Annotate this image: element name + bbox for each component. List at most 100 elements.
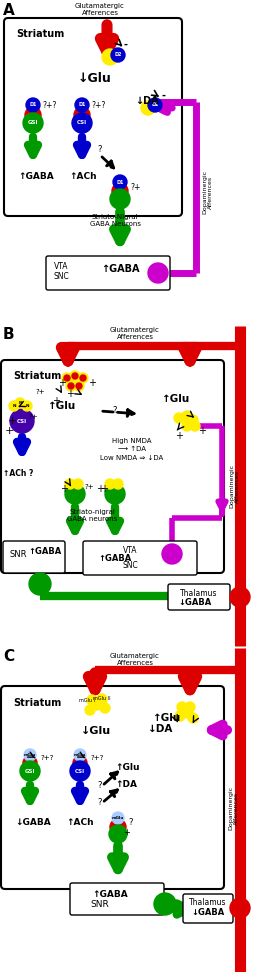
Text: ?: ? [98, 798, 102, 807]
FancyBboxPatch shape [46, 256, 170, 290]
Circle shape [102, 49, 118, 65]
Circle shape [174, 413, 184, 423]
Text: ↑GABA: ↑GABA [92, 890, 128, 899]
Text: mGlu: mGlu [74, 753, 86, 757]
Circle shape [112, 183, 128, 199]
Text: ?+?: ?+? [40, 755, 53, 761]
Text: Dopaminergic
Afferences: Dopaminergic Afferences [230, 464, 240, 508]
FancyBboxPatch shape [168, 584, 230, 610]
Text: Thalamus: Thalamus [189, 898, 227, 907]
Text: ↓Glu: ↓Glu [81, 726, 111, 736]
Circle shape [78, 373, 88, 383]
Circle shape [230, 898, 250, 918]
Text: ↓Glu: ↓Glu [77, 72, 111, 85]
Text: ↑GABA: ↑GABA [98, 554, 132, 563]
Circle shape [26, 98, 40, 112]
Text: N: N [25, 404, 29, 408]
Circle shape [185, 702, 195, 712]
Text: Striato-Nigral
GABA Neurons: Striato-Nigral GABA Neurons [89, 214, 140, 227]
Circle shape [66, 381, 76, 391]
Circle shape [70, 761, 90, 781]
Text: ?: ? [113, 406, 117, 415]
Text: ?+: ?+ [28, 414, 38, 420]
Circle shape [25, 107, 41, 123]
Circle shape [105, 479, 115, 489]
Circle shape [230, 587, 250, 607]
Text: ↑ACh: ↑ACh [69, 172, 97, 181]
Text: -: - [123, 40, 127, 50]
Circle shape [85, 705, 95, 715]
Circle shape [162, 544, 182, 564]
Text: Thalamus: Thalamus [180, 589, 218, 598]
Text: ↑GABA: ↑GABA [18, 172, 54, 181]
Circle shape [76, 383, 82, 389]
Text: Glutamatergic
Afferences: Glutamatergic Afferences [110, 653, 160, 666]
Text: ?+: ?+ [84, 484, 94, 490]
Text: SNR: SNR [91, 900, 109, 909]
Text: Glutamatergic
Afferences: Glutamatergic Afferences [75, 3, 125, 16]
Circle shape [188, 415, 198, 425]
Circle shape [74, 107, 90, 123]
Text: ↓GABA: ↓GABA [178, 598, 212, 607]
Text: Low NMDA ⇒ ↓DA: Low NMDA ⇒ ↓DA [100, 455, 163, 461]
Circle shape [109, 825, 127, 843]
Circle shape [183, 708, 193, 718]
Circle shape [22, 401, 32, 411]
Text: Dopaminergic
Afferences: Dopaminergic Afferences [229, 786, 239, 830]
Text: mGlu II: mGlu II [93, 696, 111, 701]
Circle shape [175, 711, 185, 721]
Text: mGlu I: mGlu I [79, 698, 95, 703]
Circle shape [148, 98, 162, 112]
Circle shape [113, 175, 127, 189]
Text: ?: ? [98, 146, 102, 155]
Text: A: A [3, 3, 15, 18]
Circle shape [75, 98, 89, 112]
Text: ?: ? [98, 781, 102, 790]
Text: ↑GABA: ↑GABA [28, 547, 62, 556]
Circle shape [110, 189, 130, 209]
Text: CSI: CSI [75, 769, 85, 774]
Text: ⟶ ↑DA: ⟶ ↑DA [118, 446, 146, 452]
Text: +: + [96, 484, 104, 494]
Text: ?+?: ?+? [42, 100, 56, 110]
Text: Striatum: Striatum [16, 29, 64, 39]
Circle shape [72, 373, 78, 379]
Circle shape [100, 703, 110, 713]
Text: ?: ? [128, 818, 133, 827]
Circle shape [68, 383, 74, 389]
Circle shape [113, 479, 123, 489]
Circle shape [15, 398, 25, 408]
FancyBboxPatch shape [3, 541, 65, 573]
Text: CSI: CSI [17, 419, 27, 424]
Text: ↑GABA: ↑GABA [101, 264, 139, 274]
Circle shape [73, 756, 87, 770]
FancyBboxPatch shape [1, 360, 224, 573]
Text: D2: D2 [151, 102, 159, 108]
Text: +: + [60, 484, 68, 494]
Circle shape [23, 756, 37, 770]
Text: SNC: SNC [54, 272, 70, 281]
Text: GSI: GSI [28, 121, 38, 125]
Text: VTA: VTA [123, 546, 137, 555]
Circle shape [177, 702, 187, 712]
Circle shape [10, 409, 34, 433]
Text: +: + [123, 828, 130, 837]
Circle shape [70, 371, 80, 381]
Text: VTA: VTA [54, 262, 68, 271]
Circle shape [87, 695, 97, 705]
Text: GSI: GSI [25, 769, 35, 774]
Text: ?+?: ?+? [91, 100, 105, 110]
Circle shape [72, 113, 92, 133]
Circle shape [141, 101, 155, 115]
FancyBboxPatch shape [1, 686, 224, 889]
FancyBboxPatch shape [83, 541, 197, 575]
Text: SNC: SNC [122, 561, 138, 570]
Text: D1: D1 [78, 102, 86, 108]
Text: Striatum: Striatum [13, 371, 61, 381]
Circle shape [74, 381, 84, 391]
Text: N: N [12, 404, 16, 408]
Circle shape [110, 819, 126, 835]
Text: +: + [100, 484, 108, 494]
Text: ?+: ?+ [35, 389, 45, 395]
Text: Glutamatergic
Afferences: Glutamatergic Afferences [110, 327, 160, 340]
